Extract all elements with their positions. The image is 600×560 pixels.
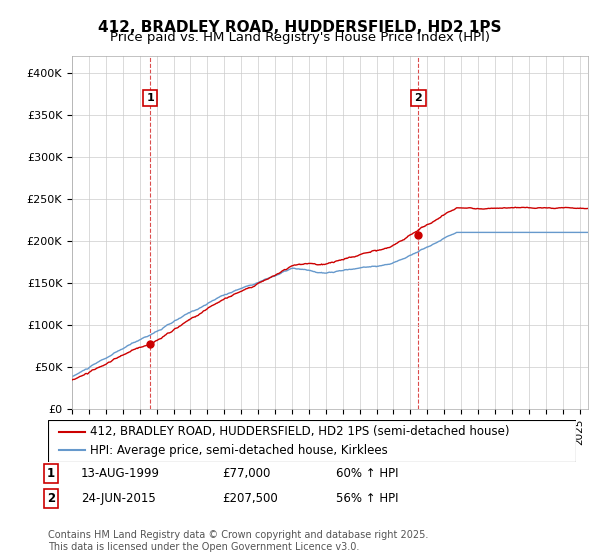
- Text: 24-JUN-2015: 24-JUN-2015: [81, 492, 156, 505]
- Text: 56% ↑ HPI: 56% ↑ HPI: [336, 492, 398, 505]
- Text: 2: 2: [47, 492, 55, 505]
- Text: HPI: Average price, semi-detached house, Kirklees: HPI: Average price, semi-detached house,…: [90, 444, 388, 457]
- Text: 60% ↑ HPI: 60% ↑ HPI: [336, 466, 398, 480]
- Text: £207,500: £207,500: [222, 492, 278, 505]
- Text: 1: 1: [146, 93, 154, 103]
- Text: £77,000: £77,000: [222, 466, 271, 480]
- Text: 13-AUG-1999: 13-AUG-1999: [81, 466, 160, 480]
- Text: 1: 1: [47, 466, 55, 480]
- Point: [145, 339, 155, 348]
- Point: [413, 230, 423, 239]
- Text: Price paid vs. HM Land Registry's House Price Index (HPI): Price paid vs. HM Land Registry's House …: [110, 31, 490, 44]
- Text: 2: 2: [415, 93, 422, 103]
- Text: 412, BRADLEY ROAD, HUDDERSFIELD, HD2 1PS (semi-detached house): 412, BRADLEY ROAD, HUDDERSFIELD, HD2 1PS…: [90, 425, 510, 438]
- Text: 412, BRADLEY ROAD, HUDDERSFIELD, HD2 1PS: 412, BRADLEY ROAD, HUDDERSFIELD, HD2 1PS: [98, 20, 502, 35]
- Text: Contains HM Land Registry data © Crown copyright and database right 2025.
This d: Contains HM Land Registry data © Crown c…: [48, 530, 428, 552]
- FancyBboxPatch shape: [48, 420, 576, 462]
